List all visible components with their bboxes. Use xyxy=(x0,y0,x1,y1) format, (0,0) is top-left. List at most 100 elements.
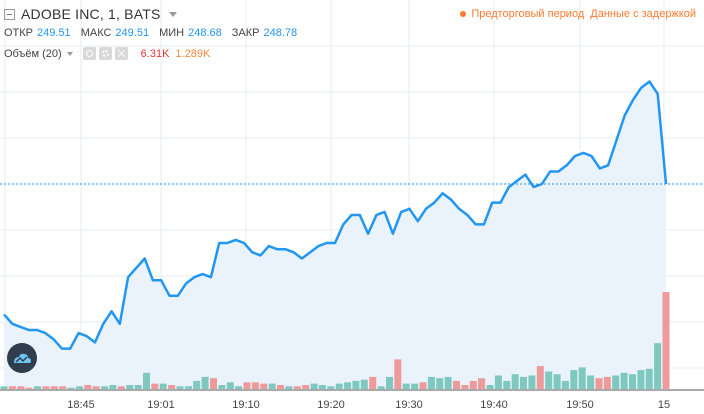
volume-indicator-name[interactable]: Объём (20) xyxy=(4,47,62,60)
volume-bar xyxy=(277,385,284,389)
volume-bar xyxy=(478,378,486,389)
volume-bar xyxy=(629,374,636,389)
ohlc-row: ОТКР 249.51 МАКС 249.51 МИН 248.68 ЗАКР … xyxy=(4,27,303,39)
volume-bar xyxy=(528,375,536,389)
volume-bar xyxy=(595,378,603,389)
time-tick-label: 19:30 xyxy=(395,399,423,411)
time-tick-label: 19:20 xyxy=(317,399,345,411)
volume-bar xyxy=(159,383,167,389)
price-line xyxy=(3,80,668,350)
ohlc-label-high: МАКС xyxy=(80,27,112,39)
volume-bar xyxy=(578,367,586,389)
volume-bar xyxy=(561,380,569,389)
volume-bar xyxy=(386,376,393,389)
status-dot-icon xyxy=(460,11,467,17)
volume-bar xyxy=(587,375,595,389)
volume-bar xyxy=(0,386,8,389)
volume-bar xyxy=(360,379,368,389)
status-delayed[interactable]: Данные с задержкой xyxy=(590,8,696,20)
volume-bar xyxy=(50,386,58,389)
ohlc-label-close: ЗАКР xyxy=(231,27,260,39)
volume-bar xyxy=(268,383,276,389)
volume-bar xyxy=(369,376,377,389)
market-status: Предторговый период Данные с задержкой xyxy=(460,8,696,20)
volume-bar xyxy=(302,385,310,389)
volume-bar xyxy=(335,383,343,389)
volume-bar xyxy=(151,383,159,389)
chevron-down-icon[interactable] xyxy=(168,11,177,17)
volume-bar xyxy=(67,387,75,389)
volume-bar xyxy=(553,374,561,389)
volume-bar xyxy=(17,386,25,389)
eye-icon[interactable] xyxy=(82,47,96,60)
volume-bar xyxy=(293,386,301,389)
ohlc-label-low: МИН xyxy=(159,27,185,39)
symbol-row: ADOBE INC, 1, BATS xyxy=(4,5,177,23)
tradingview-logo-icon[interactable] xyxy=(7,343,37,373)
volume-bar xyxy=(42,386,50,389)
volume-bar xyxy=(260,383,268,389)
volume-bar xyxy=(285,386,293,389)
volume-bar xyxy=(25,387,33,389)
volume-bar xyxy=(251,382,259,389)
volume-bar xyxy=(201,376,209,389)
gear-icon[interactable] xyxy=(98,47,112,60)
symbol-title[interactable]: ADOBE INC, 1, BATS xyxy=(21,6,161,22)
volume-bar xyxy=(654,343,662,389)
volume-bar xyxy=(570,370,578,389)
volume-bar xyxy=(511,374,519,389)
volume-bar xyxy=(134,385,142,389)
volume-bar xyxy=(117,386,125,389)
volume-bar xyxy=(503,380,511,389)
volume-bar xyxy=(84,385,92,389)
volume-bar xyxy=(436,378,444,389)
time-tick-label: 19:50 xyxy=(566,399,594,411)
volume-bar xyxy=(176,386,184,389)
volume-bar xyxy=(411,383,419,389)
volume-bar xyxy=(235,386,243,389)
volume-value-b: 1.289K xyxy=(175,47,211,60)
volume-bar xyxy=(486,385,494,389)
volume-value-a: 6.31K xyxy=(140,47,170,60)
chart-header: ADOBE INC, 1, BATS ОТКР 249.51 МАКС 249.… xyxy=(0,0,704,70)
volume-bar xyxy=(109,385,117,389)
time-axis: 18:45 19:01 19:10 19:20 19:30 19:40 19:50 15 xyxy=(67,399,670,411)
volume-bar xyxy=(377,386,385,389)
close-icon[interactable] xyxy=(114,47,128,60)
ohlc-value-high: 249.51 xyxy=(115,27,150,39)
time-tick-label: 19:40 xyxy=(480,399,508,411)
status-premarket[interactable]: Предторговый период xyxy=(471,8,585,20)
volume-bar xyxy=(318,385,326,389)
volume-bar xyxy=(59,386,67,389)
volume-bar xyxy=(75,386,83,389)
volume-bar xyxy=(327,386,335,389)
chevron-down-icon[interactable] xyxy=(66,51,73,56)
time-tick-label: 19:10 xyxy=(232,399,260,411)
volume-bar xyxy=(243,382,251,389)
volume-bar xyxy=(612,375,620,389)
volume-bar xyxy=(620,372,628,389)
volume-bar xyxy=(427,376,435,389)
time-tick-label: 15 xyxy=(658,399,670,411)
volume-bar xyxy=(126,385,134,389)
volume-bar xyxy=(168,385,176,389)
volume-bar xyxy=(645,368,653,389)
ohlc-value-low: 248.68 xyxy=(188,27,222,39)
collapse-icon[interactable] xyxy=(4,8,15,20)
ohlc-label-open: ОТКР xyxy=(4,27,34,39)
volume-bar xyxy=(344,382,352,389)
volume-bar xyxy=(637,370,645,389)
volume-bar xyxy=(226,382,234,389)
volume-bar xyxy=(453,380,460,389)
volume-bar xyxy=(419,382,427,389)
volume-bar xyxy=(210,378,217,389)
volume-bar xyxy=(603,376,611,389)
volume-bar xyxy=(536,366,544,389)
volume-bar xyxy=(469,380,477,389)
volume-bar xyxy=(402,383,410,389)
time-tick-label: 19:01 xyxy=(147,399,175,411)
volume-bar xyxy=(662,292,670,389)
time-tick-label: 18:45 xyxy=(67,399,95,411)
volume-bar xyxy=(310,383,318,389)
